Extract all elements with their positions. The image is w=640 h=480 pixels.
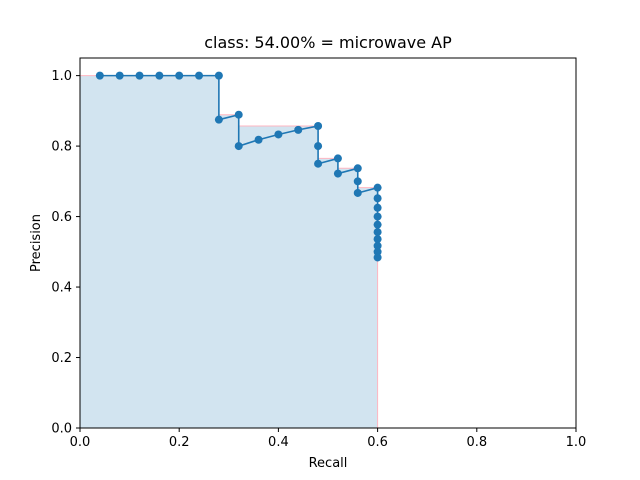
y-tick-label: 0.8 bbox=[51, 140, 72, 155]
x-tick-label: 1.0 bbox=[566, 435, 587, 450]
data-point bbox=[175, 71, 184, 80]
data-point bbox=[135, 71, 144, 80]
data-point bbox=[274, 130, 283, 139]
data-point bbox=[373, 194, 382, 203]
data-point bbox=[254, 135, 263, 144]
data-point bbox=[115, 71, 124, 80]
x-axis-label: Recall bbox=[309, 456, 348, 471]
x-tick-label: 0.0 bbox=[70, 435, 91, 450]
y-axis-label: Precision bbox=[29, 214, 44, 272]
data-point bbox=[155, 71, 164, 80]
data-point bbox=[234, 110, 243, 119]
data-point bbox=[353, 164, 362, 173]
area-fill bbox=[80, 75, 378, 428]
data-point bbox=[333, 154, 342, 163]
data-point bbox=[214, 71, 223, 80]
y-tick-label: 1.0 bbox=[51, 69, 72, 84]
data-point bbox=[373, 241, 382, 250]
data-point bbox=[333, 169, 342, 178]
x-tick-label: 0.2 bbox=[169, 435, 190, 450]
data-point bbox=[373, 247, 382, 256]
data-point bbox=[234, 142, 243, 151]
data-point bbox=[294, 125, 303, 134]
y-axis: 0.0 0.2 0.4 0.6 0.8 1.0 bbox=[51, 69, 80, 437]
data-point bbox=[373, 203, 382, 212]
data-point bbox=[314, 122, 323, 131]
plot-frame bbox=[79, 57, 577, 429]
x-tick-label: 0.4 bbox=[268, 435, 289, 450]
data-point bbox=[314, 142, 323, 151]
data-point bbox=[214, 115, 223, 124]
chart-title: class: 54.00% = microwave AP bbox=[204, 33, 452, 52]
y-tick-label: 0.6 bbox=[51, 210, 72, 225]
x-tick-label: 0.8 bbox=[466, 435, 487, 450]
y-tick-label: 0.0 bbox=[51, 422, 72, 437]
data-point bbox=[314, 159, 323, 168]
y-tick-label: 0.2 bbox=[51, 351, 72, 366]
data-point bbox=[373, 253, 382, 262]
data-point bbox=[195, 71, 204, 80]
data-point bbox=[95, 71, 104, 80]
y-tick-label: 0.4 bbox=[51, 281, 72, 296]
data-point bbox=[373, 183, 382, 192]
data-point bbox=[373, 220, 382, 229]
x-axis: 0.0 0.2 0.4 0.6 0.8 1.0 bbox=[70, 428, 587, 450]
data-point bbox=[373, 235, 382, 244]
data-point bbox=[353, 177, 362, 186]
data-point bbox=[373, 212, 382, 221]
x-tick-label: 0.6 bbox=[367, 435, 388, 450]
plot-area bbox=[80, 71, 382, 428]
data-point bbox=[353, 188, 362, 197]
data-point bbox=[373, 228, 382, 237]
